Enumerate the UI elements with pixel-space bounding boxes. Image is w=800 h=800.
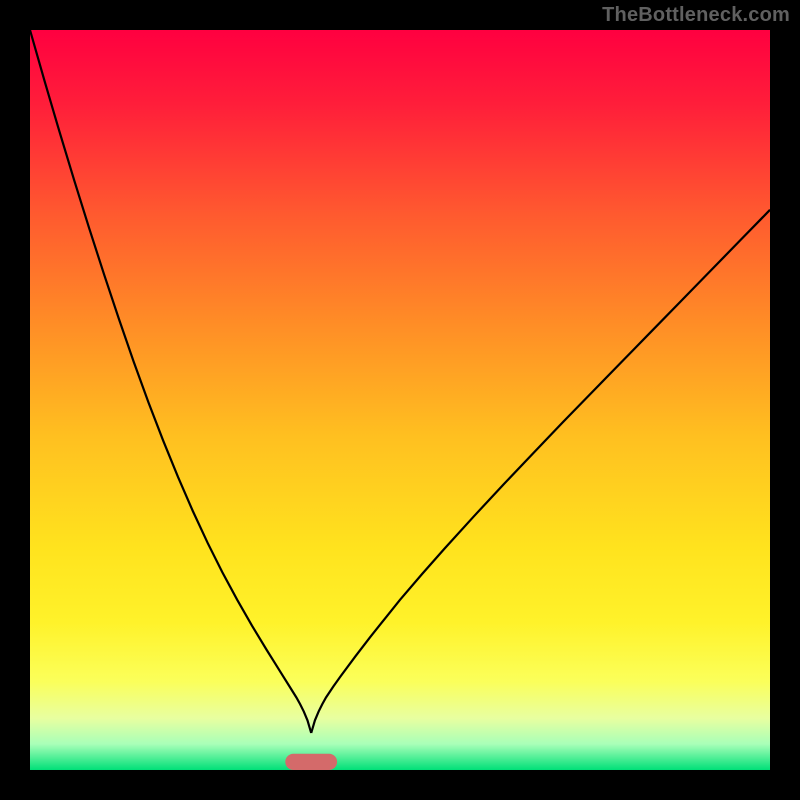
watermark-text: TheBottleneck.com (602, 4, 790, 27)
plot-background (30, 30, 770, 770)
bottleneck-chart (0, 0, 800, 800)
minimum-marker (285, 754, 337, 770)
page-root: TheBottleneck.com (0, 0, 800, 800)
